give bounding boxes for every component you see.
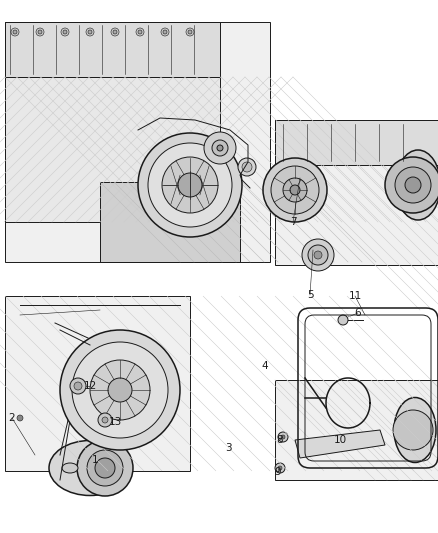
Bar — [100, 182, 240, 262]
Circle shape — [275, 463, 285, 473]
Circle shape — [178, 173, 202, 197]
Text: 5: 5 — [307, 290, 313, 300]
Circle shape — [163, 30, 167, 34]
Circle shape — [138, 133, 242, 237]
Ellipse shape — [394, 398, 436, 463]
Circle shape — [88, 30, 92, 34]
Text: 6: 6 — [355, 308, 361, 318]
Circle shape — [72, 342, 168, 438]
Bar — [5, 296, 190, 471]
Ellipse shape — [396, 150, 438, 220]
Text: 8: 8 — [277, 435, 283, 445]
Circle shape — [338, 315, 348, 325]
Text: 3: 3 — [225, 443, 231, 453]
Circle shape — [161, 28, 169, 36]
Polygon shape — [295, 430, 385, 458]
Circle shape — [111, 28, 119, 36]
Circle shape — [238, 158, 256, 176]
Bar — [275, 120, 438, 265]
Bar — [5, 77, 220, 222]
Circle shape — [77, 440, 133, 496]
Bar — [5, 22, 220, 77]
Bar — [275, 120, 438, 165]
Circle shape — [162, 157, 218, 213]
Text: 9: 9 — [275, 467, 281, 477]
Circle shape — [393, 410, 433, 450]
Bar — [5, 22, 270, 262]
Text: 10: 10 — [333, 435, 346, 445]
Circle shape — [278, 432, 288, 442]
Circle shape — [98, 413, 112, 427]
Circle shape — [108, 378, 132, 402]
Circle shape — [242, 162, 252, 172]
Circle shape — [95, 458, 115, 478]
Circle shape — [308, 245, 328, 265]
Circle shape — [271, 166, 319, 214]
Circle shape — [188, 30, 192, 34]
Circle shape — [278, 466, 282, 470]
Circle shape — [13, 30, 17, 34]
Circle shape — [204, 132, 236, 164]
Circle shape — [148, 143, 232, 227]
Circle shape — [136, 28, 144, 36]
Circle shape — [90, 360, 150, 420]
Text: 13: 13 — [108, 417, 122, 427]
Text: 11: 11 — [348, 291, 362, 301]
Circle shape — [138, 30, 142, 34]
Circle shape — [314, 251, 322, 259]
Circle shape — [63, 30, 67, 34]
Circle shape — [281, 435, 285, 439]
Circle shape — [61, 28, 69, 36]
Text: 4: 4 — [261, 361, 268, 371]
Circle shape — [86, 28, 94, 36]
Circle shape — [302, 239, 334, 271]
Circle shape — [60, 330, 180, 450]
Circle shape — [17, 415, 23, 421]
Circle shape — [395, 167, 431, 203]
Circle shape — [70, 378, 86, 394]
Circle shape — [11, 28, 19, 36]
Circle shape — [212, 140, 228, 156]
Circle shape — [290, 185, 300, 195]
Circle shape — [217, 145, 223, 151]
Circle shape — [87, 450, 123, 486]
Circle shape — [186, 28, 194, 36]
Text: 1: 1 — [92, 455, 98, 465]
Bar — [275, 380, 438, 480]
Circle shape — [263, 158, 327, 222]
Ellipse shape — [49, 440, 131, 496]
Circle shape — [74, 382, 82, 390]
Text: 7: 7 — [290, 217, 297, 227]
Circle shape — [36, 28, 44, 36]
Text: 2: 2 — [9, 413, 15, 423]
Circle shape — [283, 178, 307, 202]
Circle shape — [385, 157, 438, 213]
Ellipse shape — [62, 463, 78, 473]
Circle shape — [405, 177, 421, 193]
Circle shape — [113, 30, 117, 34]
Circle shape — [102, 417, 108, 423]
Circle shape — [38, 30, 42, 34]
Text: 12: 12 — [83, 381, 97, 391]
